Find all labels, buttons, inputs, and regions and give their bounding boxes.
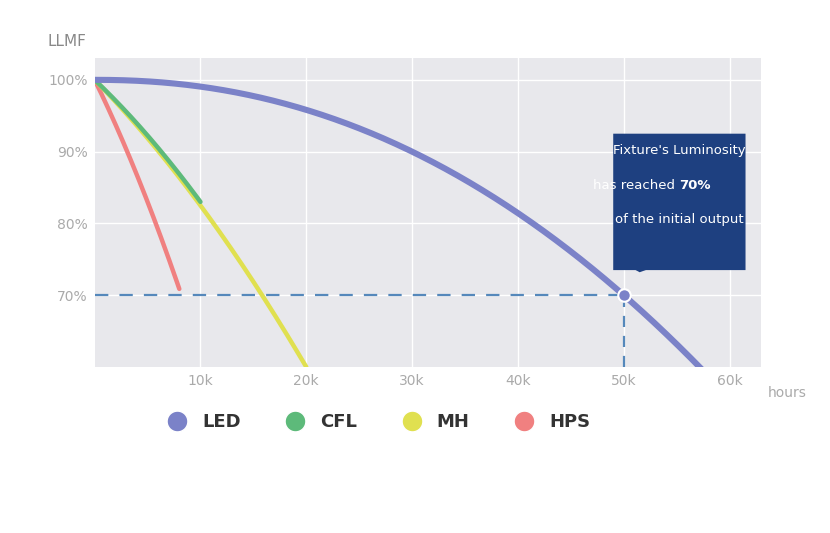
Polygon shape (629, 266, 656, 272)
Text: 70%: 70% (680, 179, 710, 192)
Text: hours: hours (768, 385, 807, 400)
Legend: LED, CFL, MH, HPS: LED, CFL, MH, HPS (152, 406, 598, 438)
Text: has reached: has reached (593, 179, 680, 192)
FancyBboxPatch shape (613, 134, 745, 270)
Text: LLMF: LLMF (48, 34, 87, 49)
Text: Fixture's Luminosity: Fixture's Luminosity (613, 144, 745, 157)
Text: of the initial output: of the initial output (615, 213, 744, 227)
